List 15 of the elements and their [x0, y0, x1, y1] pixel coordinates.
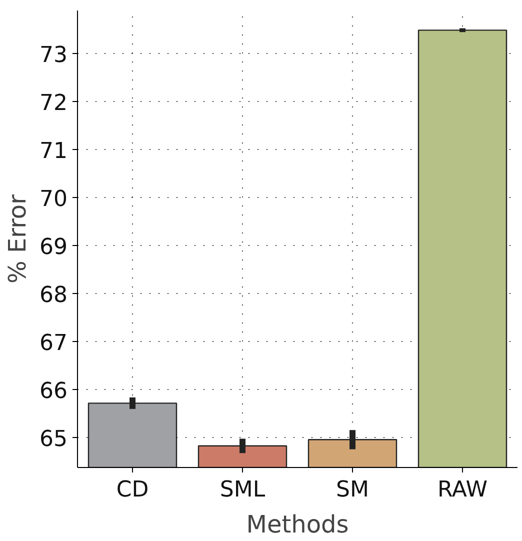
- x-axis-title: Methods: [246, 510, 349, 538]
- y-tick-label: 68: [40, 283, 68, 308]
- x-tick-label: RAW: [438, 478, 488, 502]
- y-axis-title: % Error: [4, 194, 32, 284]
- y-tick-label: 69: [40, 235, 68, 260]
- x-tick-label: CD: [116, 478, 149, 502]
- y-tick-label: 70: [40, 187, 68, 212]
- y-tick-label: 72: [40, 91, 68, 116]
- y-tick-label: 71: [40, 139, 68, 164]
- y-tick-label: 66: [40, 379, 68, 404]
- y-tick-label: 73: [40, 43, 68, 68]
- x-tick-label: SML: [220, 478, 266, 502]
- y-tick-label: 65: [40, 427, 68, 452]
- y-tick-label: 67: [40, 331, 68, 356]
- x-tick-label: SM: [336, 478, 369, 502]
